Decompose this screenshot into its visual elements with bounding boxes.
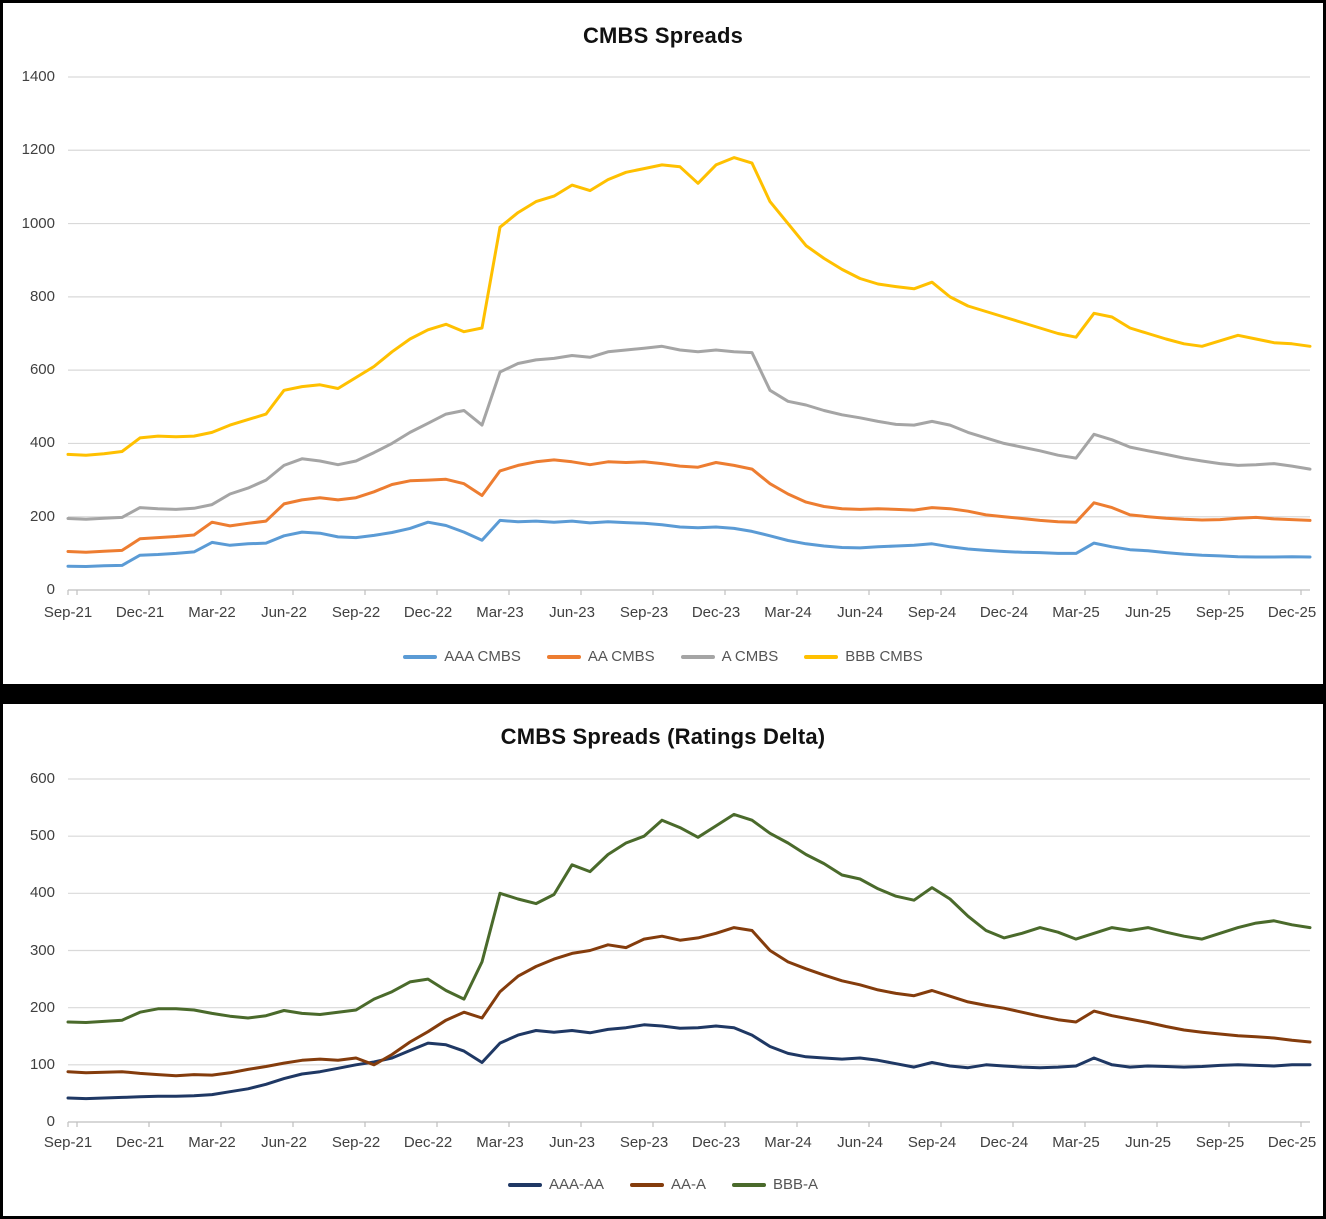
x-axis-label: Jun-23 xyxy=(549,604,595,621)
y-axis-label: 1000 xyxy=(21,214,55,232)
y-axis-label: 0 xyxy=(46,581,55,598)
bbb-a-line-swatch xyxy=(732,1182,767,1187)
series-line-a-cmbs xyxy=(66,344,1312,521)
x-axis-label: Mar-23 xyxy=(476,1134,524,1151)
x-axis-label: Dec-21 xyxy=(115,604,165,621)
x-axis-label: Dec-25 xyxy=(1267,604,1317,621)
legend-label: AAA CMBS xyxy=(444,648,521,665)
y-axis-label: 500 xyxy=(29,827,55,845)
x-axis-label: Dec-24 xyxy=(979,604,1029,621)
legend-label: AA CMBS xyxy=(587,648,655,665)
y-axis-label: 800 xyxy=(29,287,55,305)
cmbs-ratings-delta-chart-panel[interactable]: CMBS Spreads (Ratings Delta) 0 100 200 300 4… xyxy=(3,704,1323,1216)
y-axis-label: 100 xyxy=(29,1055,55,1073)
x-axis-label: Mar-22 xyxy=(188,1134,236,1151)
x-axis-label: Sep-24 xyxy=(907,604,957,621)
series-line-aa-a xyxy=(66,926,1312,1078)
y-axis-label: 600 xyxy=(29,361,55,379)
aaa-aa-line-swatch xyxy=(507,1182,542,1187)
legend: AAA-AA AA-A BBB-A xyxy=(3,1176,1323,1193)
legend-item-aaa-aa: AAA-AA xyxy=(507,1176,604,1193)
aa-a-line-swatch xyxy=(630,1182,664,1187)
y-axis-label: 1400 xyxy=(21,68,55,85)
x-axis-label: Jun-23 xyxy=(549,1134,595,1151)
x-axis-label: Sep-24 xyxy=(907,1134,957,1151)
x-axis-label: Jun-22 xyxy=(261,604,307,621)
x-axis-label: Mar-22 xyxy=(188,604,236,621)
x-axis-label: Sep-22 xyxy=(331,1134,381,1151)
y-axis-label: 400 xyxy=(29,434,55,452)
x-axis-label: Sep-21 xyxy=(43,1134,93,1151)
legend: AAA CMBS AA CMBS A CMBS BBB CMBS xyxy=(3,648,1323,665)
series-line-bbb-a xyxy=(66,812,1312,1024)
cmbs-spreads-chart-panel[interactable]: CMBS Spreads 0 200 400 600 800 1000 1200 1400 S… xyxy=(3,3,1323,684)
y-axis-label: 1200 xyxy=(21,141,55,159)
x-axis-label: Mar-25 xyxy=(1052,604,1100,621)
series-line-aaa-cmbs xyxy=(66,518,1312,568)
legend-label: A CMBS xyxy=(721,648,779,665)
x-axis-label: Jun-22 xyxy=(261,1134,307,1151)
legend-item-aaa-cmbs: AAA CMBS xyxy=(403,648,521,665)
x-axis-label: Jun-25 xyxy=(1125,604,1171,621)
x-axis-label: Dec-23 xyxy=(691,1134,741,1151)
legend-item-bbb-cmbs: BBB CMBS xyxy=(804,648,923,665)
x-axis-label: Dec-23 xyxy=(691,604,741,621)
y-axis-label: 0 xyxy=(46,1113,55,1130)
x-axis-label: Dec-22 xyxy=(403,604,453,621)
chart-title: CMBS Spreads (Ratings Delta) xyxy=(500,724,826,749)
x-axis-label: Sep-23 xyxy=(619,604,669,621)
cmbs-spreads-plot xyxy=(66,76,1312,595)
x-axis-label: Sep-25 xyxy=(1195,604,1245,621)
x-axis-label: Mar-24 xyxy=(764,604,812,621)
y-axis-label: 200 xyxy=(29,507,55,525)
ratings-delta-plot xyxy=(66,778,1312,1127)
x-axis-label: Jun-24 xyxy=(837,1134,883,1151)
x-axis-label: Dec-25 xyxy=(1267,1134,1317,1151)
x-axis-label: Mar-25 xyxy=(1052,1134,1100,1151)
x-axis-label: Jun-24 xyxy=(837,604,883,621)
series-line-aaa-aa xyxy=(66,1023,1312,1101)
x-axis-label: Sep-23 xyxy=(619,1134,669,1151)
y-axis-label: 400 xyxy=(29,884,55,902)
legend-label: AA-A xyxy=(671,1176,707,1193)
panel-separator xyxy=(0,684,1326,704)
legend-item-aa-a: AA-A xyxy=(630,1176,706,1193)
x-axis-label: Jun-25 xyxy=(1125,1134,1171,1151)
legend-item-a-cmbs: A CMBS xyxy=(680,648,779,665)
aaa-cmbs-line-swatch xyxy=(403,654,438,659)
a-cmbs-line-swatch xyxy=(680,654,715,659)
x-axis-label: Mar-23 xyxy=(476,604,524,621)
bbb-cmbs-line-swatch xyxy=(804,654,839,659)
x-axis-label: Dec-21 xyxy=(115,1134,165,1151)
aa-cmbs-line-swatch xyxy=(546,654,581,659)
legend-item-bbb-a: BBB-A xyxy=(732,1176,818,1193)
legend-label: AAA-AA xyxy=(548,1176,604,1193)
legend-item-aa-cmbs: AA CMBS xyxy=(546,648,655,665)
x-axis-label: Sep-25 xyxy=(1195,1134,1245,1151)
chart-title: CMBS Spreads xyxy=(582,23,744,48)
x-axis-label: Sep-21 xyxy=(43,604,93,621)
y-axis-label: 300 xyxy=(29,941,55,959)
series-line-aa-cmbs xyxy=(66,458,1312,554)
x-axis-label: Mar-24 xyxy=(764,1134,812,1151)
series-line-bbb-cmbs xyxy=(66,156,1312,457)
x-axis-label: Dec-24 xyxy=(979,1134,1029,1151)
legend-label: BBB CMBS xyxy=(845,648,923,665)
x-axis-label: Dec-22 xyxy=(403,1134,453,1151)
y-axis-label: 600 xyxy=(29,770,55,787)
x-axis-label: Sep-22 xyxy=(331,604,381,621)
y-axis-label: 200 xyxy=(29,998,55,1016)
legend-label: BBB-A xyxy=(773,1176,819,1193)
